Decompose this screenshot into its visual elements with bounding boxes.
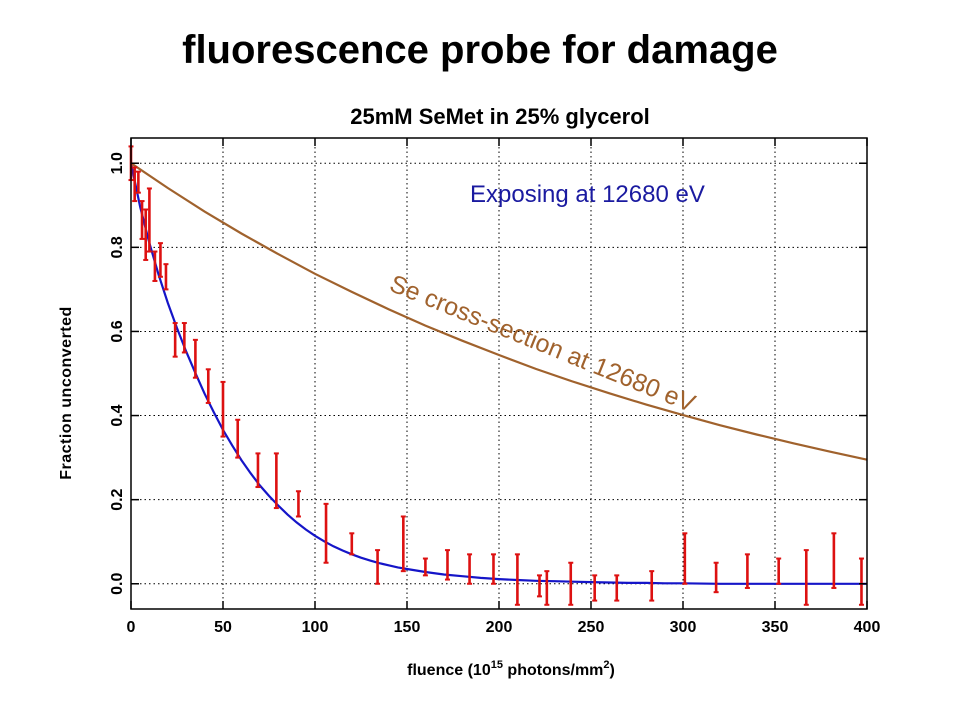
x-axis-label-exp: 15 xyxy=(491,659,503,671)
page-title: fluorescence probe for damage xyxy=(182,28,778,72)
x-axis-label-mid: photons/mm xyxy=(503,662,603,679)
y-tick-label: 1.0 xyxy=(109,152,126,174)
x-tick-label: 250 xyxy=(578,619,605,636)
ticks: 0 50 100 150 200 250 300 350 400 0.0 0.2 0.4 0.6 0.8 1… xyxy=(109,138,880,636)
x-axis-label: fluence (1015 photons/mm2) xyxy=(407,659,615,679)
x-tick-label: 400 xyxy=(854,619,881,636)
grid xyxy=(131,138,867,609)
x-tick-label: 150 xyxy=(394,619,421,636)
x-tick-label: 300 xyxy=(670,619,697,636)
x-tick-label: 200 xyxy=(486,619,513,636)
chart-title: 25mM SeMet in 25% glycerol xyxy=(350,104,650,129)
x-tick-label: 50 xyxy=(214,619,232,636)
x-axis-label-suffix: ) xyxy=(610,662,615,679)
series-line xyxy=(130,162,868,461)
annotation-exposing: Exposing at 12680 eV xyxy=(470,181,705,208)
y-tick-label: 0.0 xyxy=(109,573,126,595)
series-layer xyxy=(128,145,868,606)
x-tick-label: 0 xyxy=(127,619,136,636)
annotations: Exposing at 12680 eV Se cross-section at … xyxy=(386,181,705,418)
x-axis-label-prefix: fluence (10 xyxy=(407,662,491,679)
x-axis-label-exp2: 2 xyxy=(603,659,609,671)
y-tick-label: 0.8 xyxy=(109,236,126,258)
y-axis-label: Fraction unconverted xyxy=(58,306,75,480)
x-tick-label: 350 xyxy=(762,619,789,636)
y-tick-label: 0.2 xyxy=(109,488,126,510)
annotation-se-cross-section: Se cross-section at 12680 eV xyxy=(386,270,700,418)
y-tick-label: 0.6 xyxy=(109,320,126,342)
y-tick-label: 0.4 xyxy=(109,404,126,426)
x-tick-label: 100 xyxy=(302,619,329,636)
